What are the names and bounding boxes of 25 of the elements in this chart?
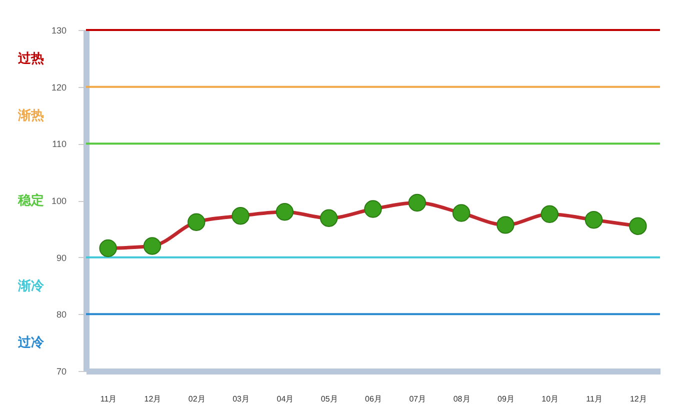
text: 渐冷: [17, 278, 45, 293]
y-tick-label: 120: [51, 82, 66, 92]
x-tick-label: 08月: [453, 394, 470, 404]
x-tick-label: 12月: [144, 394, 162, 404]
x-tick-label: 10月: [542, 394, 559, 404]
x-tick-label: 03月: [232, 394, 250, 404]
x-tick-label: 04月: [276, 394, 294, 404]
x-tick-label: 09月: [498, 394, 514, 404]
x-tick-label: 07月: [409, 394, 426, 404]
x-tick-label: 11月: [100, 394, 117, 404]
y-tick-label: 80: [56, 310, 66, 320]
y-tick-label: 70: [56, 366, 66, 376]
text: 渐热: [17, 107, 44, 122]
text: 过冷: [17, 334, 45, 350]
y-tick-label: 90: [56, 252, 66, 263]
x-tick-label: 12月: [630, 394, 647, 404]
x-tick-label: 05月: [320, 394, 338, 404]
x-tick-label: 06月: [365, 394, 382, 404]
x-tick-label: 02月: [188, 394, 206, 404]
y-tick-label: 130: [51, 26, 66, 36]
x-tick-label: 11月: [586, 394, 602, 404]
text: 过热: [17, 50, 44, 66]
y-tick-label: 100: [51, 196, 66, 206]
text: 稳定: [17, 192, 44, 208]
y-tick-label: 110: [52, 139, 66, 150]
